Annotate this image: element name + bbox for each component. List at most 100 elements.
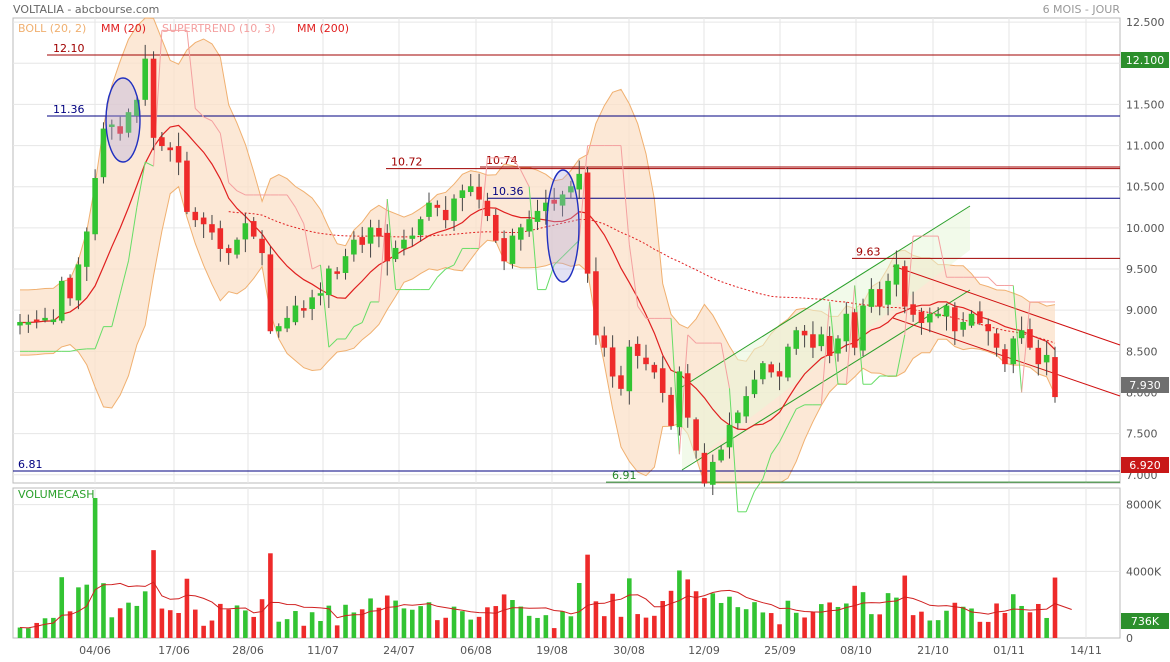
candle-body xyxy=(701,452,708,484)
highlight-ellipses xyxy=(105,77,580,283)
candle-body xyxy=(584,172,591,274)
level-label: 6.81 xyxy=(18,458,43,471)
candle-body xyxy=(735,412,741,424)
candle-body xyxy=(58,280,65,321)
legend-supertrend: SUPERTREND (10, 3) xyxy=(162,22,276,35)
supertrend-segment xyxy=(194,108,204,118)
volume-bar xyxy=(677,570,682,638)
volume-bar xyxy=(393,600,398,638)
volume-bar xyxy=(460,611,465,638)
supertrend-segment xyxy=(745,491,755,512)
volume-bar xyxy=(101,583,106,638)
supertrend-segment xyxy=(328,338,338,348)
candle-body xyxy=(467,186,474,193)
supertrend-segment xyxy=(294,207,305,224)
candle-body xyxy=(242,223,249,240)
supertrend-segment xyxy=(762,454,772,480)
candle-body xyxy=(643,357,649,365)
supertrend-segment xyxy=(445,264,455,270)
volume-panel-label: VOLUMECASH xyxy=(18,488,95,501)
last-close-badge xyxy=(1121,377,1169,393)
supertrend-segment xyxy=(128,207,138,261)
volume-bar xyxy=(627,578,632,638)
volume-bar xyxy=(985,621,991,638)
volume-bar xyxy=(443,617,448,638)
volume-bar xyxy=(585,554,590,638)
level-label: 6.91 xyxy=(612,469,637,482)
x-tick-label: 21/10 xyxy=(917,644,949,657)
volume-bar xyxy=(852,585,857,638)
candle-body xyxy=(1010,338,1017,365)
candle-body xyxy=(626,346,633,392)
volume-bar xyxy=(384,595,390,638)
level-label: 9.63 xyxy=(856,245,881,258)
volume-average-line xyxy=(19,581,1072,629)
volume-bar xyxy=(451,606,457,638)
candle-body xyxy=(442,209,449,221)
volume-bar xyxy=(902,575,908,638)
volume-bar xyxy=(243,610,248,638)
volume-bar xyxy=(760,612,766,638)
volume-bar xyxy=(376,607,382,638)
legend-mm20: MM (20) xyxy=(101,22,146,35)
y-tick-label: 7.500 xyxy=(1126,428,1158,441)
supertrend-segment xyxy=(796,404,805,410)
volume-bar xyxy=(59,577,65,638)
candle-body xyxy=(459,190,466,198)
x-tick-label: 24/07 xyxy=(383,644,415,657)
volume-bar xyxy=(1052,577,1058,638)
candle-body xyxy=(75,264,82,301)
candle-body xyxy=(217,228,224,249)
volume-bar xyxy=(844,603,849,638)
volume-bar xyxy=(493,606,499,638)
max-badge-text: 12.100 xyxy=(1126,54,1165,67)
candle-body xyxy=(367,227,374,244)
candle-body xyxy=(284,317,290,329)
supertrend-segment xyxy=(378,199,388,302)
volume-bar xyxy=(1036,603,1041,638)
level-label: 11.36 xyxy=(53,103,85,116)
volume-bar xyxy=(226,609,231,638)
supertrend-segment xyxy=(111,293,121,327)
supertrend-segment xyxy=(186,30,196,109)
volume-bar xyxy=(26,628,31,638)
volume-bar xyxy=(42,618,48,638)
x-tick-label: 01/11 xyxy=(993,644,1025,657)
volume-bar xyxy=(476,616,482,638)
supertrend-segment xyxy=(562,248,572,258)
candle-body xyxy=(709,461,716,485)
volume-bar xyxy=(268,553,273,638)
candle-body xyxy=(968,313,975,326)
supertrend-segment xyxy=(144,161,154,167)
last-close-text: 7.930 xyxy=(1129,379,1161,392)
min-badge xyxy=(1121,457,1169,473)
supertrend-segment xyxy=(829,301,839,385)
candle-body xyxy=(518,227,524,240)
volume-bar xyxy=(551,628,557,638)
volume-bar xyxy=(51,617,56,638)
candle-body xyxy=(50,319,57,323)
volume-bar xyxy=(159,608,165,638)
candle-body xyxy=(526,219,532,232)
volume-bar xyxy=(935,620,941,638)
volume-bar xyxy=(777,624,782,638)
volume-bar xyxy=(919,611,924,638)
volume-bar xyxy=(576,583,582,638)
volume-bar xyxy=(17,627,23,638)
candle-body xyxy=(401,239,407,249)
supertrend-segment xyxy=(687,334,697,344)
volume-bar xyxy=(752,602,757,638)
candle-body xyxy=(476,186,482,200)
x-tick-label: 25/09 xyxy=(764,644,796,657)
supertrend-segment xyxy=(78,348,87,351)
volume-bar xyxy=(167,610,173,638)
volume-bar xyxy=(309,612,315,638)
candle-body xyxy=(1018,330,1025,339)
x-tick-label: 17/06 xyxy=(158,644,190,657)
volume-bar xyxy=(610,593,615,638)
y-tick-label: 9.500 xyxy=(1126,263,1158,276)
volume-bar xyxy=(251,616,257,638)
candle-body xyxy=(192,211,199,221)
candle-body xyxy=(1002,349,1008,365)
candle-body xyxy=(601,335,608,348)
